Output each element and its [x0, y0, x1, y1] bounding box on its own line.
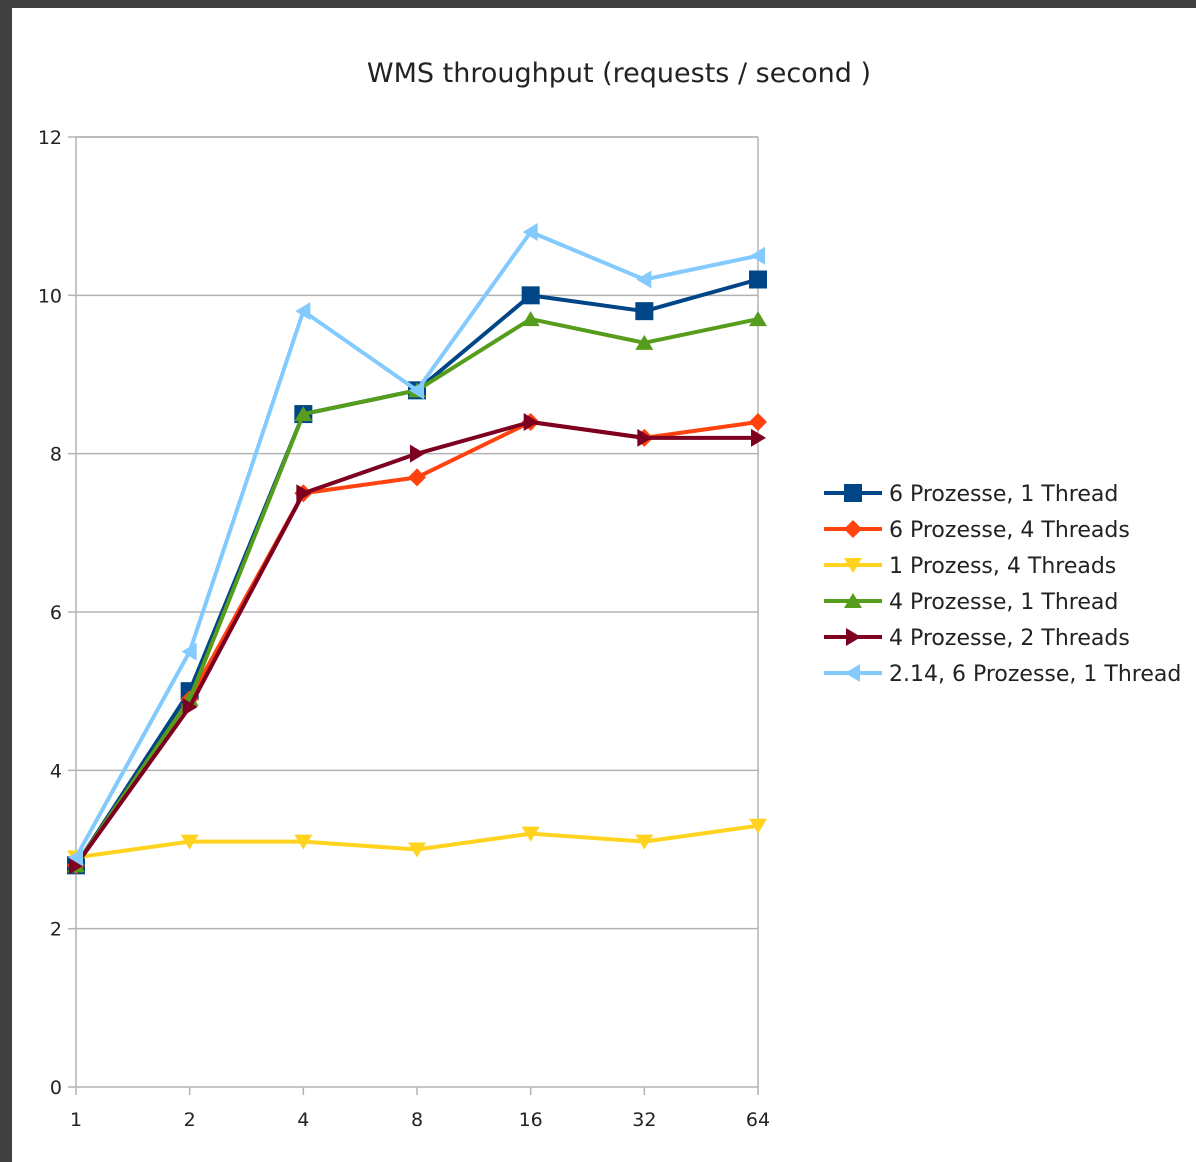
legend-label: 4 Prozesse, 1 Thread: [889, 590, 1118, 615]
legend: 6 Prozesse, 1 Thread 6 Prozesse, 4 Thread…: [824, 482, 1181, 687]
line-chart: WMS throughput (requests / second ) 0 2 4 6…: [38, 58, 1182, 1131]
series-5: [69, 413, 766, 875]
legend-entry: 4 Prozesse, 2 Threads: [824, 626, 1130, 651]
y-tick-label: 8: [50, 444, 62, 466]
data-point-marker: [749, 270, 767, 289]
series-line: [74, 420, 760, 868]
series-6: [68, 223, 765, 867]
y-tick-label: 10: [38, 285, 62, 307]
data-point-marker: [635, 302, 654, 321]
y-tick-label: 12: [38, 127, 62, 149]
legend-marker: [844, 484, 862, 502]
y-tick-label: 0: [50, 1077, 62, 1099]
grid-lines: [76, 136, 758, 930]
data-point-marker: [182, 698, 198, 716]
data-point-marker: [751, 428, 766, 447]
data-point-marker: [635, 334, 654, 350]
chart-sheet: WMS throughput (requests / second ) 0 2 4 6…: [12, 8, 1196, 1162]
data-point-marker: [68, 848, 83, 867]
data-point-marker: [294, 834, 313, 850]
series-1: [67, 270, 767, 875]
series-line: [74, 277, 760, 868]
series-line: [74, 230, 760, 860]
data-point-marker: [69, 856, 84, 875]
legend-marker: [844, 593, 862, 608]
legend-entry: 4 Prozesse, 1 Thread: [824, 590, 1118, 615]
data-point-marker: [409, 381, 424, 400]
data-point-marker: [636, 270, 652, 289]
x-tick-label: 16: [519, 1109, 543, 1131]
data-point-marker: [296, 484, 312, 503]
legend-label: 4 Prozesse, 2 Threads: [889, 626, 1130, 651]
data-point-marker: [181, 642, 197, 661]
chart-title: WMS throughput (requests / second ): [367, 58, 871, 89]
x-tick-label: 32: [632, 1109, 656, 1131]
y-tick-label: 2: [50, 919, 62, 941]
series-2: [67, 413, 767, 875]
series-3: [67, 818, 767, 866]
data-point-marker: [295, 302, 311, 321]
legend-entry: 1 Prozess, 4 Threads: [824, 554, 1116, 579]
legend-marker: [845, 664, 860, 682]
x-tick-label: 1: [70, 1109, 82, 1131]
y-tick-label: 4: [50, 760, 62, 782]
x-tick-label: 2: [184, 1109, 196, 1131]
data-point-marker: [749, 311, 767, 327]
series-lines: [67, 223, 767, 875]
data-point-marker: [521, 826, 540, 842]
x-tick-label: 64: [746, 1109, 770, 1131]
data-point-marker: [522, 223, 538, 241]
data-point-marker: [749, 413, 767, 431]
data-point-marker: [750, 246, 765, 265]
x-tick-label: 4: [297, 1109, 309, 1131]
data-point-marker: [294, 406, 313, 422]
data-point-marker: [408, 468, 426, 487]
y-tick-label: 6: [50, 602, 62, 624]
legend-label: 6 Prozesse, 4 Threads: [889, 518, 1130, 543]
series-line: [74, 420, 760, 868]
legend-marker: [844, 520, 862, 538]
legend-entry: 6 Prozesse, 4 Threads: [824, 518, 1130, 543]
data-point-marker: [408, 842, 426, 858]
data-point-marker: [410, 444, 425, 463]
x-tick-label: 8: [411, 1109, 423, 1131]
series-4: [67, 311, 767, 873]
legend-entry: 2.14, 6 Prozesse, 1 Thread: [824, 662, 1181, 687]
legend-marker: [844, 558, 862, 573]
data-point-marker: [180, 834, 199, 850]
legend-label: 2.14, 6 Prozesse, 1 Thread: [889, 662, 1181, 687]
data-point-marker: [635, 834, 654, 850]
data-point-marker: [637, 428, 653, 447]
series-line: [74, 317, 760, 868]
legend-label: 1 Prozess, 4 Threads: [889, 554, 1116, 579]
legend-marker: [846, 628, 861, 646]
legend-label: 6 Prozesse, 1 Thread: [889, 482, 1118, 507]
data-point-marker: [521, 311, 540, 327]
data-point-marker: [749, 818, 767, 834]
data-point-marker: [521, 286, 540, 305]
data-point-marker: [523, 413, 539, 431]
legend-entry: 6 Prozesse, 1 Thread: [824, 482, 1118, 507]
